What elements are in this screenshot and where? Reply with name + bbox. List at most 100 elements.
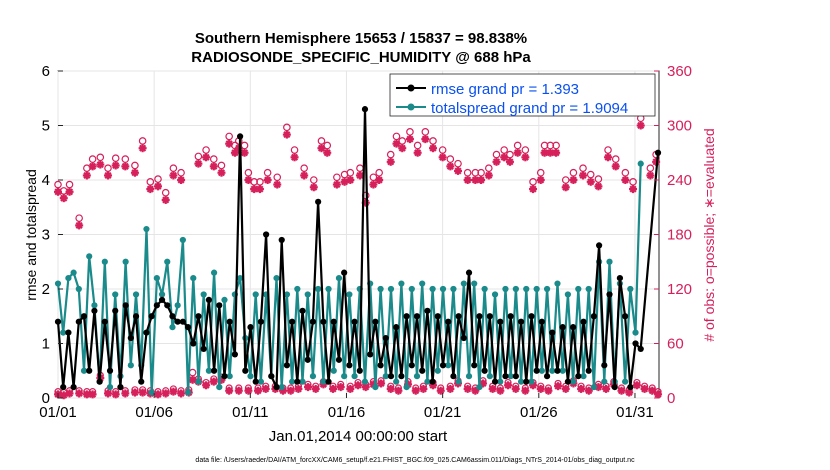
totalspread-point <box>632 329 639 336</box>
evaluated-obs-marker <box>261 384 270 393</box>
evaluated-obs-marker <box>584 386 593 395</box>
evaluated-obs-marker <box>536 384 545 393</box>
evaluated-obs-marker <box>225 386 234 395</box>
totalspread-point <box>398 280 405 287</box>
totalspread-point <box>590 384 598 391</box>
rmse-point <box>263 231 270 238</box>
rmse-point <box>471 362 478 369</box>
possible-obs-marker <box>146 178 155 186</box>
totalspread-point <box>455 378 462 385</box>
evaluated-obs-marker <box>355 171 364 180</box>
y-tick-label-right: 180 <box>667 227 692 244</box>
rmse-point <box>283 362 291 369</box>
rmse-point <box>434 313 441 320</box>
rmse-point <box>335 356 343 363</box>
rmse-point <box>200 345 207 353</box>
rmse-point <box>465 269 473 276</box>
evaluated-obs-marker <box>392 139 401 148</box>
totalspread-point <box>289 378 296 385</box>
evaluated-obs-marker <box>617 386 626 395</box>
evaluated-obs-marker <box>154 182 163 191</box>
legend-rmse-label: rmse grand pr = 1.393 <box>431 81 579 98</box>
rmse-point <box>205 296 212 303</box>
totalspread-point <box>569 378 577 385</box>
evaluated-obs-marker <box>209 162 218 171</box>
totalspread-point <box>179 236 186 244</box>
rmse-point <box>398 373 405 380</box>
rmse-point <box>606 291 613 298</box>
evaluated-obs-marker <box>632 381 641 390</box>
totalspread-point <box>60 329 67 336</box>
totalspread-point <box>637 160 644 167</box>
totalspread-point <box>341 373 348 380</box>
possible-obs-marker <box>604 146 612 154</box>
possible-obs-marker <box>536 168 545 177</box>
possible-obs-marker <box>540 141 549 150</box>
totalspread-point <box>132 291 140 298</box>
totalspread-point <box>164 258 171 265</box>
legend-box <box>389 73 656 117</box>
rmse-point <box>179 318 186 325</box>
rmse-point <box>517 318 525 325</box>
totalspread-point <box>127 362 134 369</box>
totalspread-point <box>122 258 129 265</box>
totalspread-point <box>143 225 150 233</box>
totalspread-point <box>554 280 561 287</box>
rmse-point <box>601 362 608 369</box>
rmse-point <box>543 373 551 380</box>
possible-obs-marker <box>346 168 355 177</box>
evaluated-obs-marker <box>521 386 530 395</box>
totalspread-point <box>299 378 306 385</box>
evaluated-obs-marker <box>121 389 130 398</box>
rmse-point <box>361 106 369 113</box>
possible-obs-marker <box>594 175 603 183</box>
footer-data-file: data file: /Users/raeder/DAI/ATM_forcXX/… <box>195 457 635 464</box>
totalspread-point <box>184 389 192 396</box>
totalspread-point <box>325 285 332 293</box>
evaluated-obs-marker <box>332 180 341 189</box>
rmse-point <box>486 313 493 320</box>
evaluated-obs-marker <box>552 148 561 157</box>
rmse-point <box>616 275 624 282</box>
evaluated-obs-marker <box>471 176 480 184</box>
possible-obs-marker <box>386 150 395 159</box>
possible-obs-marker <box>586 170 595 179</box>
totalspread-point <box>528 378 535 385</box>
rmse-point <box>143 329 150 336</box>
rmse-point <box>174 318 181 325</box>
rmse-point <box>242 367 249 374</box>
totalspread-point <box>403 384 410 391</box>
possible-obs-marker <box>506 150 514 159</box>
possible-obs-marker <box>96 153 105 162</box>
totalspread-point <box>304 291 311 298</box>
rmse-point <box>403 313 410 320</box>
totalspread-point <box>377 285 384 293</box>
evaluated-obs-marker <box>544 386 553 395</box>
totalspread-point <box>439 285 447 293</box>
chart-title-line-2: RADIOSONDE_SPECIFIC_HUMIDITY @ 688 hPa <box>191 49 531 66</box>
rmse-point <box>372 318 379 325</box>
rmse-point <box>164 302 171 309</box>
evaluated-obs-marker <box>398 144 407 153</box>
rmse-point <box>117 384 124 391</box>
totalspread-point <box>585 285 592 293</box>
rmse-point <box>476 313 483 320</box>
y-tick-label-right: 360 <box>667 63 692 80</box>
rmse-point <box>210 367 218 374</box>
possible-obs-marker <box>273 173 282 182</box>
totalspread-point <box>101 258 108 265</box>
evaluated-obs-marker <box>361 383 370 392</box>
possible-obs-marker <box>75 214 83 222</box>
totalspread-point <box>382 373 389 380</box>
evaluated-obs-marker <box>621 176 630 184</box>
evaluated-obs-marker <box>438 153 447 162</box>
evaluated-obs-marker <box>346 384 355 393</box>
totalspread-point <box>65 275 72 282</box>
evaluated-obs-marker <box>654 390 663 399</box>
evaluated-obs-marker <box>65 389 74 398</box>
rmse-point <box>132 313 140 320</box>
totalspread-point <box>75 285 82 293</box>
evaluated-obs-marker <box>640 384 649 393</box>
rmse-point <box>112 307 119 314</box>
